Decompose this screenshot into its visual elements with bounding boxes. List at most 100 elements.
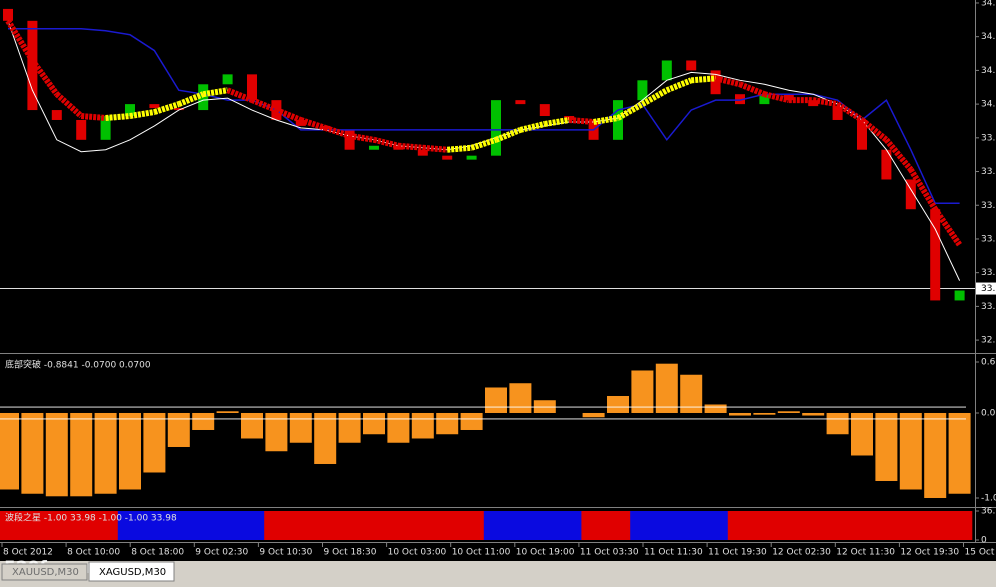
time-label: 12 Oct 19:30 (900, 548, 959, 558)
trend-line-segment (349, 132, 375, 143)
time-label: 11 Oct 03:30 (580, 548, 639, 558)
y-tick-label: 33. (981, 133, 995, 143)
signal-band (93, 511, 119, 540)
trend-line-segment (763, 91, 790, 104)
indicator-line (8, 28, 960, 205)
histogram-bar (533, 400, 556, 413)
histogram-bar (509, 383, 532, 413)
time-label: 10 Oct 11:00 (452, 548, 511, 558)
candle-body (491, 100, 501, 156)
y-tick-label: 33. (981, 167, 995, 177)
trend-line-segment (422, 144, 448, 153)
signal-band (557, 511, 582, 540)
signal-band (264, 511, 290, 540)
time-label: 11 Oct 11:30 (644, 548, 703, 558)
histogram-bar (167, 412, 190, 447)
histogram-bar (680, 374, 703, 413)
signal-band (410, 511, 436, 540)
time-label: 10 Oct 03:00 (388, 548, 447, 558)
histogram-bar (802, 412, 825, 416)
chart-tab[interactable] (1, 563, 88, 581)
trend-line-segment (494, 127, 522, 143)
trend-line-segment (665, 77, 693, 94)
trend-line-segment (593, 115, 619, 125)
candle-body (3, 8, 13, 21)
histogram-bar (924, 412, 947, 498)
candle-body (564, 116, 575, 120)
candle-body (686, 60, 697, 71)
histogram-bar (21, 412, 44, 494)
y-tick-label: 34. (981, 100, 995, 110)
candle-body (954, 290, 965, 301)
y-tick-label: -1.0 (981, 493, 996, 503)
histogram-bar (948, 412, 971, 494)
signal-band (849, 511, 875, 540)
signal-band (898, 511, 924, 540)
indicator-title: 波段之星 -1.00 33.98 -1.00 -1.00 33.98 (5, 512, 177, 524)
signal-band (459, 511, 485, 540)
y-tick-label: 34. (981, 32, 995, 42)
chart-tab[interactable] (88, 561, 175, 582)
signal-band (825, 511, 851, 540)
signal-band (630, 511, 656, 540)
y-tick-label: 0.00 (981, 408, 996, 418)
candle-body (247, 74, 257, 101)
trend-line-segment (470, 136, 497, 151)
trend-line-segment (275, 107, 302, 123)
trend-line-segment (640, 87, 669, 107)
candle-body (637, 80, 648, 101)
trend-line-segment (908, 167, 938, 211)
candle-body (661, 60, 672, 81)
trend-line-segment (153, 101, 180, 115)
histogram-bar (582, 412, 605, 418)
trend-line-segment (714, 75, 741, 88)
time-label: 8 Oct 2012 (3, 548, 53, 558)
histogram-bar (314, 412, 337, 464)
chart-tab-label[interactable]: XAUUSD,M30 (12, 567, 79, 578)
trend-line-segment (250, 97, 278, 113)
signal-band (288, 511, 314, 540)
trend-line-segment (884, 137, 914, 172)
candle-body (832, 106, 843, 120)
time-label: 9 Oct 18:30 (324, 548, 377, 558)
histogram-bar (265, 412, 288, 452)
y-tick-label: 32. (981, 336, 995, 346)
y-tick-label: 33. (981, 234, 995, 244)
y-tick-label: 34. (981, 0, 995, 8)
time-label: 11 Oct 19:30 (708, 548, 767, 558)
histogram-bar (119, 412, 141, 490)
signal-band (191, 511, 216, 540)
signal-band (581, 511, 607, 540)
signal-band (776, 511, 802, 540)
histogram-bar (241, 412, 263, 439)
signal-band (166, 511, 192, 540)
histogram-bar (875, 412, 898, 481)
last-price-box (976, 282, 996, 295)
trend-line-segment (5, 19, 35, 63)
chart-tab-label[interactable]: XAGUSD,M30 (99, 567, 166, 578)
signal-band (752, 511, 778, 540)
signal-band (142, 511, 168, 540)
candle-body (369, 145, 379, 150)
trend-line-segment (80, 113, 106, 121)
trend-line-segment (519, 121, 546, 133)
trend-line-segment (812, 97, 839, 108)
candle-body (710, 70, 721, 95)
signal-band (239, 511, 265, 540)
signal-band (117, 511, 143, 540)
time-label: 9 Oct 10:30 (259, 548, 312, 558)
histogram-bar (45, 412, 68, 497)
histogram-bar (485, 387, 507, 413)
candle-body (344, 129, 355, 150)
trend-line-segment (568, 116, 594, 125)
signal-band (69, 511, 94, 540)
indicator-title: 底部突破 -0.8841 -0.0700 0.0700 (5, 359, 151, 371)
histogram-bar (826, 412, 849, 435)
histogram-bar (460, 412, 483, 430)
trend-line-segment (738, 81, 766, 97)
signal-band (337, 511, 363, 540)
time-label: 10 Oct 19:00 (516, 548, 575, 558)
trend-line-segment (860, 117, 889, 143)
